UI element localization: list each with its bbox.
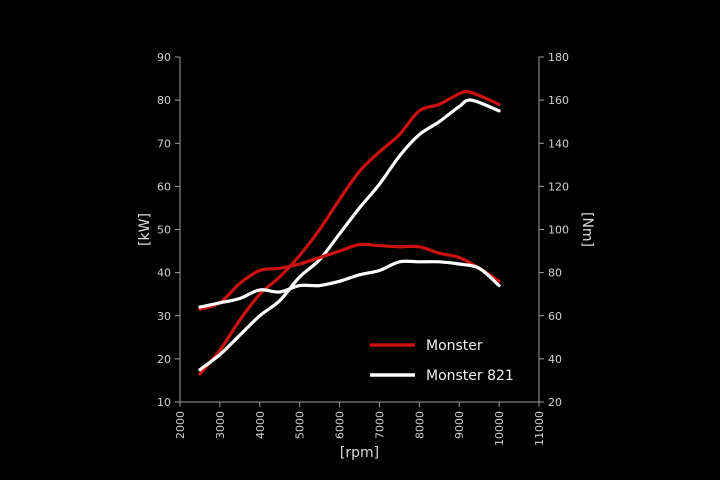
series-line-monster-torque: [198, 242, 501, 311]
left-y-tick-label: 50: [157, 224, 171, 237]
series-line-monster-power: [198, 89, 501, 376]
left-y-tick-label: 20: [157, 353, 171, 366]
x-tick-label: 5000: [294, 411, 307, 439]
right-y-tick-label: 60: [548, 310, 562, 323]
legend-label-monster-821: Monster 821: [426, 368, 514, 384]
x-tick-label: 11000: [533, 411, 546, 446]
left-y-ticks: 10 20 30 40 50 60 70 80 90: [157, 51, 180, 409]
right-y-tick-label: 180: [548, 51, 569, 64]
legend-label-monster: Monster: [426, 338, 483, 354]
x-tick-label: 2000: [174, 411, 187, 439]
left-y-axis-label: [kW]: [137, 213, 153, 246]
x-tick-label: 6000: [334, 411, 347, 439]
series-line-monster-821-torque: [198, 259, 501, 309]
left-y-tick-label: 60: [157, 180, 171, 193]
left-y-tick-label: 10: [157, 396, 171, 409]
x-tick-label: 9000: [453, 411, 466, 439]
x-tick-label: 3000: [214, 411, 227, 439]
series-line-monster-821-power: [198, 98, 501, 372]
x-tick-label: 8000: [413, 411, 426, 439]
x-ticks: 2000 3000 4000 5000 6000 7000 8000 9000 10000 110…: [174, 402, 546, 446]
left-y-tick-label: 70: [157, 137, 171, 150]
x-tick-label: 7000: [373, 411, 386, 439]
x-tick-label: 4000: [254, 411, 267, 439]
right-y-ticks: 20 40 60 80 100 120 140 160 180: [539, 51, 569, 409]
left-y-tick-label: 80: [157, 94, 171, 107]
right-y-tick-label: 40: [548, 353, 562, 366]
left-y-tick-label: 40: [157, 267, 171, 280]
axes: [179, 57, 540, 403]
right-y-tick-label: 120: [548, 180, 569, 193]
series-layer: [198, 89, 501, 376]
x-tick-label: 10000: [493, 411, 506, 446]
right-y-tick-label: 140: [548, 137, 569, 150]
right-y-tick-label: 80: [548, 267, 562, 280]
right-y-tick-label: 100: [548, 224, 569, 237]
right-y-tick-label: 20: [548, 396, 562, 409]
left-y-tick-label: 30: [157, 310, 171, 323]
legend: Monster Monster 821: [370, 338, 514, 384]
right-y-tick-label: 160: [548, 94, 569, 107]
left-y-tick-label: 90: [157, 51, 171, 64]
right-y-axis-label: [Nm]: [579, 212, 595, 247]
x-axis-label: [rpm]: [340, 445, 379, 461]
